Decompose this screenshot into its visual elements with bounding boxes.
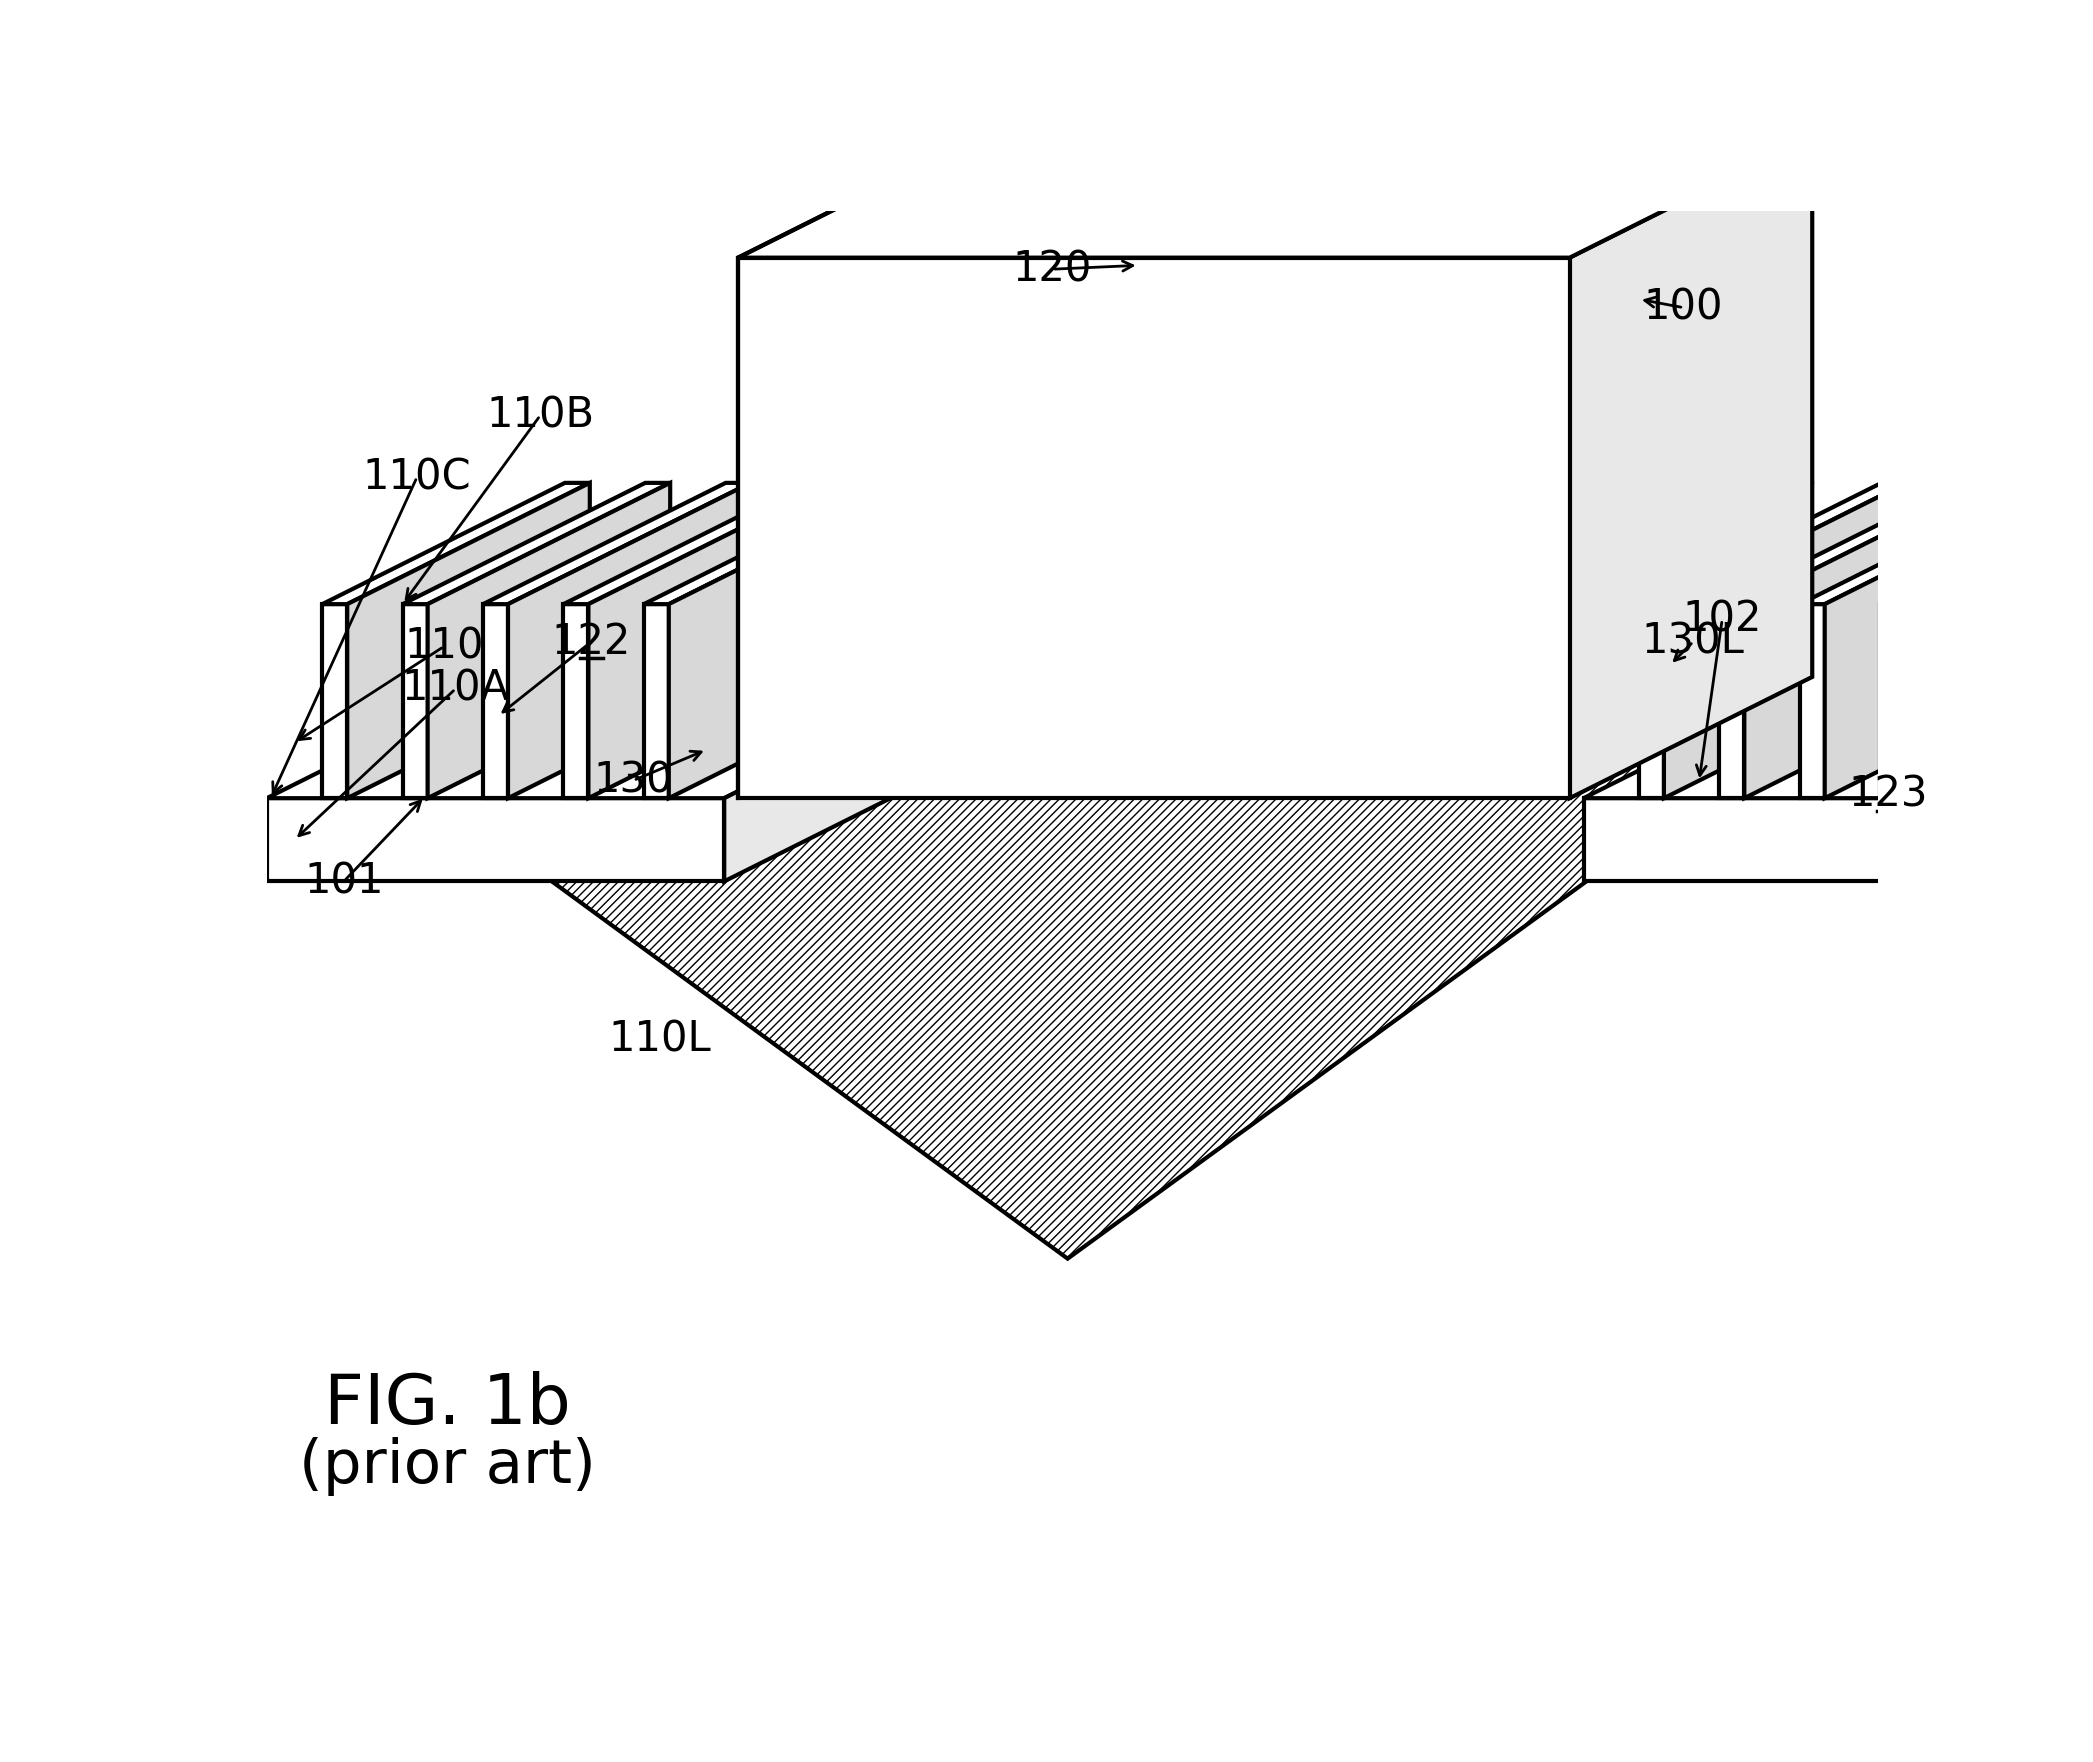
Polygon shape: [1584, 798, 2041, 881]
Polygon shape: [1639, 483, 1907, 604]
Polygon shape: [1825, 483, 2068, 798]
Text: 123: 123: [1848, 774, 1928, 816]
Polygon shape: [1743, 483, 1986, 798]
Polygon shape: [724, 677, 967, 881]
Polygon shape: [645, 483, 910, 604]
Text: 110B: 110B: [486, 395, 594, 437]
Polygon shape: [1905, 483, 2093, 798]
Polygon shape: [645, 604, 670, 798]
Polygon shape: [739, 136, 1813, 257]
Polygon shape: [1584, 677, 2093, 798]
Polygon shape: [588, 483, 831, 798]
Polygon shape: [1718, 604, 1743, 798]
Polygon shape: [563, 483, 831, 604]
Polygon shape: [1880, 604, 1905, 798]
Polygon shape: [322, 604, 347, 798]
Text: FIG. 1b: FIG. 1b: [324, 1371, 571, 1438]
Polygon shape: [1961, 604, 1986, 798]
Polygon shape: [1718, 483, 1986, 604]
Text: 102: 102: [1683, 599, 1762, 641]
Polygon shape: [1880, 483, 2093, 604]
Polygon shape: [509, 483, 751, 798]
Polygon shape: [1986, 483, 2093, 798]
Text: 110C: 110C: [362, 456, 471, 499]
Polygon shape: [393, 381, 1746, 1258]
Text: 110: 110: [404, 626, 483, 668]
Polygon shape: [1639, 604, 1664, 798]
Polygon shape: [347, 483, 590, 798]
Polygon shape: [670, 483, 910, 798]
Polygon shape: [427, 483, 670, 798]
Polygon shape: [1961, 483, 2093, 604]
Text: 101: 101: [303, 860, 383, 902]
Polygon shape: [402, 604, 427, 798]
Polygon shape: [402, 483, 670, 604]
Text: 110L: 110L: [609, 1018, 712, 1061]
Text: 130L: 130L: [1641, 620, 1746, 663]
Polygon shape: [268, 798, 724, 881]
Text: 130: 130: [594, 759, 674, 802]
Polygon shape: [322, 483, 590, 604]
Polygon shape: [739, 257, 1570, 798]
Polygon shape: [483, 483, 751, 604]
Polygon shape: [563, 604, 588, 798]
Polygon shape: [1664, 483, 1907, 798]
Polygon shape: [2041, 677, 2093, 881]
Text: 120: 120: [1013, 248, 1093, 291]
Polygon shape: [1800, 483, 2068, 604]
Text: (prior art): (prior art): [299, 1438, 597, 1496]
Polygon shape: [1570, 136, 1813, 798]
Polygon shape: [1800, 604, 1825, 798]
Polygon shape: [268, 677, 967, 798]
Text: 100: 100: [1643, 287, 1723, 329]
Text: 122: 122: [553, 620, 630, 663]
Polygon shape: [483, 604, 509, 798]
Text: 110A: 110A: [402, 668, 509, 710]
